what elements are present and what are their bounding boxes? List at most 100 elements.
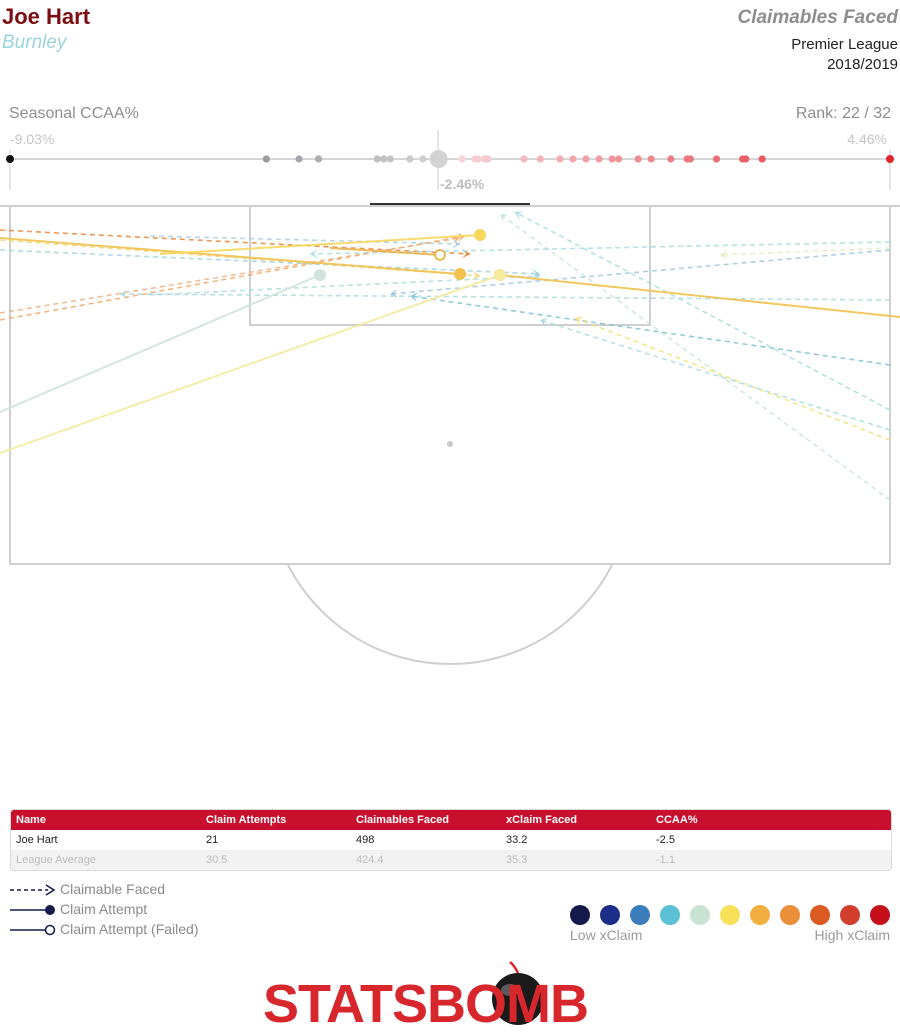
attempt-marker: [454, 268, 466, 280]
xclaim-color-swatch: [660, 905, 680, 925]
scale-keeper-dot: [595, 155, 603, 163]
table-cell: 498: [356, 834, 375, 846]
legend-claimable-label: Claimable Faced: [60, 881, 166, 897]
table-cell: 424.4: [356, 854, 384, 866]
claimable-trajectory: [574, 317, 891, 441]
table-header: Name Claim Attempts Claimables Faced xCl…: [11, 810, 891, 830]
claimable-arrow-icon: [310, 249, 319, 259]
xclaim-color-swatch: [690, 905, 710, 925]
scale-min-dot: [6, 155, 14, 163]
scale-keeper-dot: [686, 155, 694, 163]
legend-failed-label: Claim Attempt (Failed): [60, 921, 199, 937]
table-cell: Joe Hart: [16, 834, 58, 846]
attempts-layer: [0, 229, 900, 454]
th-xclaim-faced: xClaim Faced: [506, 814, 577, 826]
scale-keeper-dot: [406, 155, 414, 163]
stats-table: Name Claim Attempts Claimables Faced xCl…: [10, 809, 892, 871]
th-name: Name: [16, 814, 46, 826]
claimable-trajectory: [0, 235, 466, 321]
bomb-fuse-icon: [509, 961, 520, 974]
scale-player-dot: [429, 150, 448, 168]
attempt-trajectory: [0, 237, 461, 275]
claimable-arrow-icon: [531, 268, 540, 279]
attempt-trajectory: [0, 274, 321, 413]
pitch: [0, 203, 900, 666]
statsbomb-logo-text: STATSBOMB: [263, 974, 589, 1034]
claimable-trajectory: [0, 229, 471, 255]
xclaim-color-swatch: [600, 905, 620, 925]
legend-low-label: Low xClaim: [570, 927, 643, 943]
claimable-arrow-icon: [471, 270, 480, 281]
claimable-arrow-icon: [120, 289, 129, 299]
chart-title: Claimables Faced: [737, 7, 898, 28]
scale-keeper-dot: [380, 155, 388, 163]
claimable-arrow-icon: [451, 238, 460, 249]
claimable-trajectory: [149, 235, 461, 245]
xclaim-color-swatch: [780, 905, 800, 925]
scale-keeper-dot: [742, 155, 750, 163]
penalty-spot: [447, 441, 453, 447]
six-yard-box: [249, 205, 651, 326]
xclaim-color-swatch: [630, 905, 650, 925]
claimable-arrow-icon: [456, 232, 465, 243]
table-row: Joe Hart 21 498 33.2 -2.5: [11, 830, 891, 850]
attempt-failed-marker: [434, 249, 446, 261]
scale-keeper-dot: [536, 155, 544, 163]
claimable-trajectory: [539, 319, 891, 431]
scale-keeper-dot: [295, 155, 303, 163]
table-cell: 33.2: [506, 834, 528, 846]
scale-keeper-dot: [386, 155, 394, 163]
legend-failed-dot-icon: [44, 924, 56, 936]
scale-keeper-dot: [484, 155, 492, 163]
attempt-trajectory: [499, 274, 900, 318]
scale-keeper-dot: [647, 155, 655, 163]
legend: [10, 884, 890, 936]
claimable-trajectory: [389, 249, 891, 295]
scale-max-label: 4.46%: [847, 131, 887, 147]
league-name: Premier League: [791, 36, 898, 53]
xclaim-color-swatch: [720, 905, 740, 925]
statsbomb-logo: [492, 961, 544, 1025]
table-cell: 21: [206, 834, 219, 846]
penalty-area: [9, 205, 891, 565]
scale-keeper-dot: [634, 155, 642, 163]
team-name: Burnley: [2, 32, 67, 53]
attempt-trajectory: [0, 274, 501, 454]
scale-min-label: -9.03%: [10, 131, 55, 147]
scale-keeper-dot: [569, 155, 577, 163]
th-claim-attempts: Claim Attempts: [206, 814, 287, 826]
claimable-trajectory: [309, 241, 891, 255]
legend-attempt-dot-icon: [45, 905, 55, 915]
claimable-trajectory: [514, 211, 891, 411]
claimable-trajectory: [499, 213, 891, 501]
penalty-arc: [287, 564, 613, 666]
xclaim-color-swatch: [870, 905, 890, 925]
claimable-arrow-icon: [461, 248, 470, 259]
scale-keeper-dot: [458, 155, 466, 163]
table-cell: 30.5: [206, 854, 228, 866]
bomb-highlight: [501, 984, 519, 996]
scale-title: Seasonal CCAA%: [9, 105, 139, 122]
attempt-marker: [474, 229, 486, 241]
scale-keeper-dot: [520, 155, 528, 163]
scale-keeper-dot: [373, 155, 381, 163]
attempt-marker: [314, 269, 326, 281]
table-cell: League Average: [16, 854, 96, 866]
scale-keeper-dot: [667, 155, 675, 163]
xclaim-color-swatch: [840, 905, 860, 925]
legend-attempt-label: Claim Attempt: [60, 901, 148, 917]
claimable-trajectory: [149, 275, 541, 296]
season-label: 2018/2019: [827, 56, 898, 73]
scale-keeper-dot: [314, 155, 323, 163]
claimable-trajectory: [0, 249, 541, 275]
table-row: League Average 30.5 424.4 35.3 -1.1: [11, 850, 891, 870]
attempt-trajectory: [329, 247, 441, 256]
scale-player-label: -2.46%: [440, 176, 485, 192]
claimable-arrow-icon: [390, 288, 399, 299]
xclaim-color-scale: [570, 905, 890, 925]
attempt-marker: [494, 269, 506, 281]
claimable-arrow-icon: [500, 214, 510, 223]
scale-keeper-dot: [419, 155, 427, 163]
th-claimables-faced: Claimables Faced: [356, 814, 449, 826]
